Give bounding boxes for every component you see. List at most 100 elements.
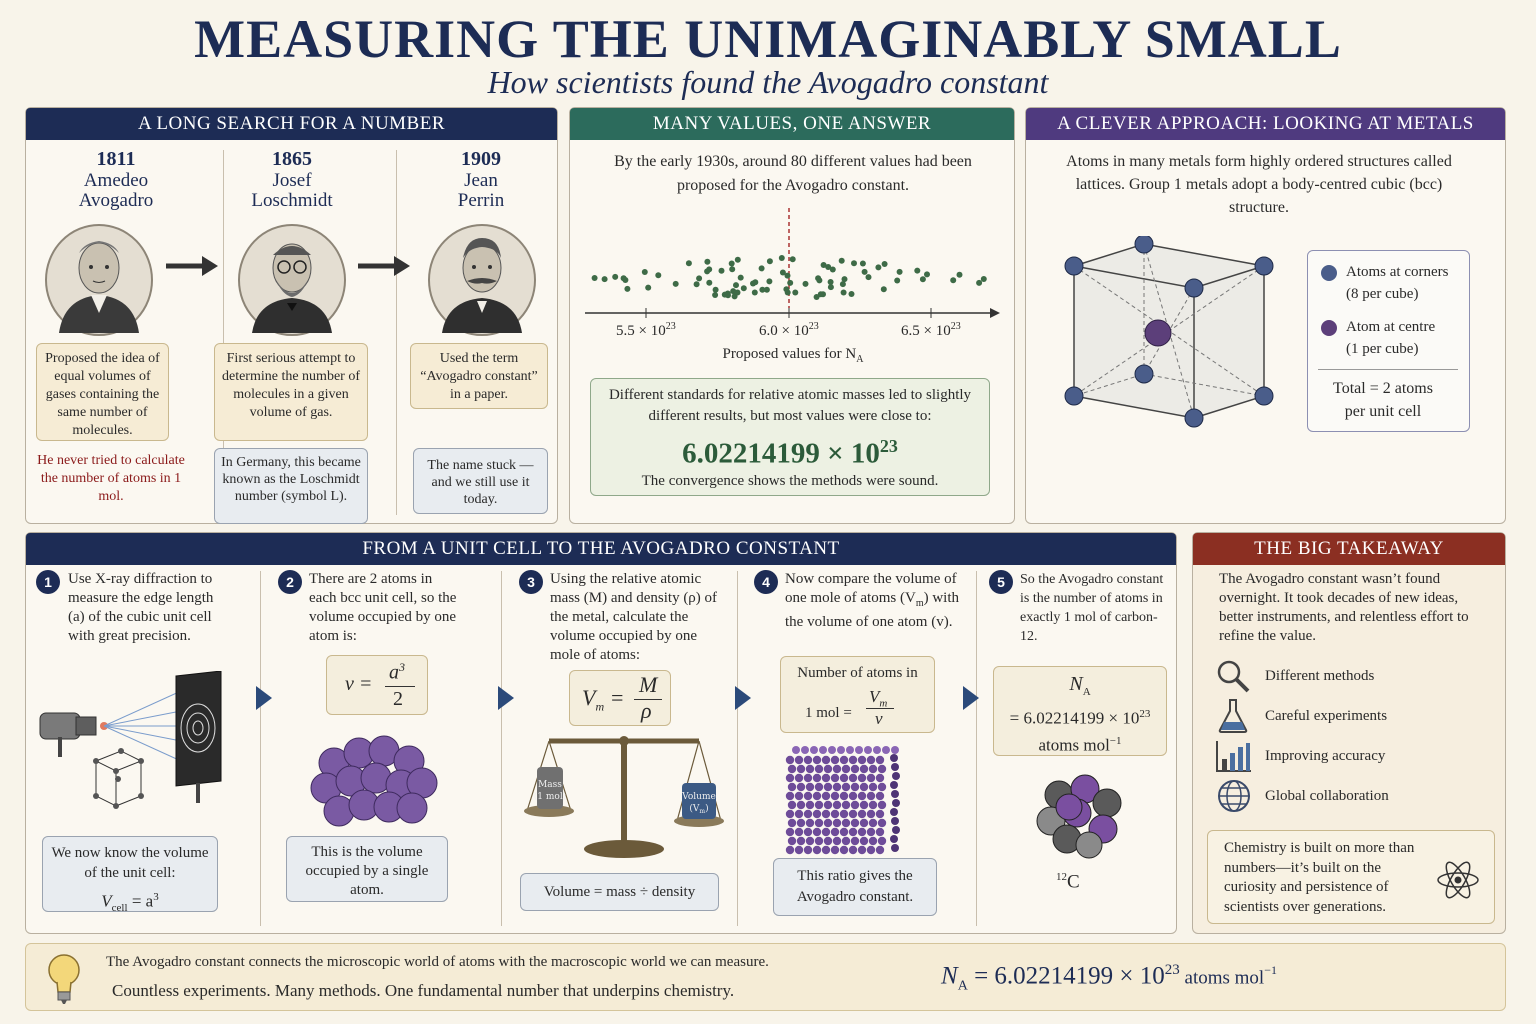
portrait-perrin <box>428 224 536 336</box>
value-dot <box>827 284 834 291</box>
atom-sphere <box>805 818 815 828</box>
value-dot <box>841 276 848 283</box>
atom-sphere <box>823 818 833 828</box>
atom-sphere <box>892 826 900 834</box>
atom-sphere <box>823 764 833 774</box>
atom-sphere <box>868 818 878 828</box>
person-perrin: 1909 Jean Perrin <box>401 148 561 211</box>
value-dot <box>976 279 983 286</box>
atom-sphere <box>785 827 795 837</box>
atom-sphere <box>796 764 806 774</box>
value-dot <box>784 272 791 279</box>
xray-apparatus-diagram <box>39 671 222 809</box>
atom-sphere <box>839 827 849 837</box>
atom-sphere <box>891 817 899 825</box>
atom-icon <box>1437 861 1479 899</box>
value-dot <box>779 269 786 276</box>
footer-line1: The Avogadro constant connects the micro… <box>106 954 769 970</box>
atom-sphere <box>848 755 858 765</box>
atom-sphere <box>891 790 899 798</box>
loschmidt-extra: In Germany, this became known as the Los… <box>214 448 368 524</box>
atom-sphere <box>877 764 887 774</box>
step2-box: This is the volume occupied by a single … <box>286 836 448 902</box>
avogadro-note: Proposed the idea of equal volumes of ga… <box>36 343 169 441</box>
atom-sphere <box>814 782 824 792</box>
atom-sphere <box>890 754 898 762</box>
atom-sphere <box>814 764 824 774</box>
atom-sphere <box>785 773 795 783</box>
balance-scale-diagram: Mass (1 mol) Volume (Vm) <box>524 736 724 858</box>
atom-sphere <box>848 809 858 819</box>
atom-sphere <box>850 800 860 810</box>
legend-centre: Atom at centre (1 per cube) <box>1346 319 1436 357</box>
search-heading: A LONG SEARCH FOR A NUMBER <box>26 108 557 140</box>
avogadro-result-box: NA = 6.02214199 × 1023 atoms mol−1 <box>993 666 1167 756</box>
values-intro: By the early 1930s, around 80 different … <box>614 153 972 194</box>
value-dot <box>924 271 930 278</box>
atom-sphere <box>848 791 858 801</box>
atom-sphere <box>832 764 842 774</box>
perrin-note: Used the term “Avogadro constant” in a p… <box>410 343 548 409</box>
value-dot <box>825 264 832 270</box>
step4-box: This ratio gives the Avogadro constant. <box>773 858 937 916</box>
person-last-name: Perrin <box>457 190 505 211</box>
atom-sphere <box>794 773 804 783</box>
value-dot <box>894 277 901 284</box>
atom-sphere <box>805 836 815 846</box>
atom-sphere <box>850 818 860 828</box>
atom-sphere <box>850 764 860 774</box>
value-dot <box>766 258 773 265</box>
value-dot <box>733 282 739 289</box>
atom-sphere <box>855 746 863 754</box>
atom-sphere <box>848 773 858 783</box>
takeaway-intro: The Avogadro constant wasn’t found overn… <box>1219 571 1469 644</box>
avogadro-extra: He never tried to calculate the number o… <box>37 453 185 504</box>
atom-sphere <box>794 827 804 837</box>
value-dot <box>778 255 785 261</box>
value-dot <box>693 281 700 288</box>
atom-sphere <box>875 845 885 855</box>
value-dot <box>730 288 737 295</box>
atom-sphere <box>796 800 806 810</box>
atom-sphere <box>882 746 890 754</box>
value-dot <box>706 266 713 273</box>
atom-sphere <box>832 818 842 828</box>
step-arrow-icon <box>498 686 514 710</box>
step-text: There are 2 atoms in each bcc unit cell,… <box>309 571 457 644</box>
value-dot <box>827 279 834 285</box>
value-dot <box>759 286 766 293</box>
value-dot <box>881 261 888 267</box>
unit-cell-volume-box: We now know the volume of the unit cell:… <box>42 836 218 914</box>
atom-sphere <box>866 845 876 855</box>
atom-sphere <box>875 755 885 765</box>
atom-sphere <box>794 755 804 765</box>
values-panel: MANY VALUES, ONE ANSWER By the early 193… <box>569 107 1015 524</box>
atom-sphere <box>841 836 851 846</box>
atom-sphere <box>848 827 858 837</box>
atom-sphere <box>875 791 885 801</box>
atom-sphere <box>839 845 849 855</box>
value-dot <box>601 276 608 283</box>
atom-sphere <box>857 809 867 819</box>
value-dot <box>645 284 652 291</box>
atom-sphere <box>868 782 878 792</box>
atom-sphere <box>875 809 885 819</box>
atom-sphere <box>866 773 876 783</box>
atom-sphere <box>794 845 804 855</box>
value-dot <box>851 260 857 267</box>
step-text: Using the relative atomic mass (M) and d… <box>550 571 718 663</box>
atom-sphere <box>892 799 900 807</box>
atom-sphere <box>891 763 899 771</box>
axis-tick: 6.5 × 1023 <box>901 321 961 339</box>
atom-sphere <box>875 773 885 783</box>
svg-text:Mass: Mass <box>538 780 562 790</box>
portrait-loschmidt <box>238 224 346 336</box>
value-dot <box>789 256 796 263</box>
axis-tick: 6.0 × 1023 <box>759 321 819 339</box>
atom-sphere <box>823 800 833 810</box>
value-dot <box>737 274 744 281</box>
atom-cluster-diagram <box>310 735 438 827</box>
atom-sphere <box>828 746 836 754</box>
atom-sphere <box>821 845 831 855</box>
takeaway-item: Careful experiments <box>1265 708 1388 724</box>
